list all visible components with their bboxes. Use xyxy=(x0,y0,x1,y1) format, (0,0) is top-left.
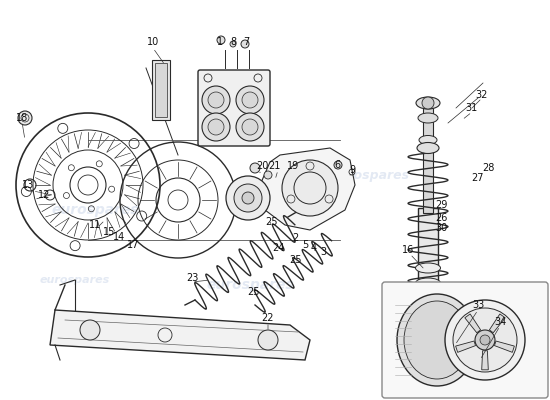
Text: 13: 13 xyxy=(22,180,34,190)
Text: 2: 2 xyxy=(292,233,298,243)
Text: 25: 25 xyxy=(266,217,278,227)
Circle shape xyxy=(258,330,278,350)
Text: 4: 4 xyxy=(311,243,317,253)
Bar xyxy=(423,108,433,213)
Text: eurospares: eurospares xyxy=(40,275,110,285)
Circle shape xyxy=(264,171,272,179)
Text: 18: 18 xyxy=(16,113,28,123)
Circle shape xyxy=(230,41,236,47)
Polygon shape xyxy=(455,341,476,352)
Circle shape xyxy=(445,300,525,380)
Circle shape xyxy=(80,320,100,340)
Text: 12: 12 xyxy=(38,190,50,200)
Circle shape xyxy=(242,192,254,204)
Text: 9: 9 xyxy=(349,165,355,175)
Circle shape xyxy=(475,330,495,350)
FancyBboxPatch shape xyxy=(198,70,270,146)
Text: 5: 5 xyxy=(302,240,308,250)
Text: 20: 20 xyxy=(256,161,268,171)
Text: eurospares: eurospares xyxy=(206,278,294,292)
Text: 8: 8 xyxy=(230,37,236,47)
Polygon shape xyxy=(50,310,310,360)
Text: 21: 21 xyxy=(268,161,280,171)
Text: 15: 15 xyxy=(103,227,115,237)
Text: 22: 22 xyxy=(262,313,274,323)
Polygon shape xyxy=(482,351,488,370)
Bar xyxy=(155,63,167,117)
Circle shape xyxy=(453,308,517,372)
Circle shape xyxy=(202,86,230,114)
Text: 25: 25 xyxy=(289,255,301,265)
Text: eurospares: eurospares xyxy=(51,203,139,217)
Text: 6: 6 xyxy=(334,160,340,170)
Bar xyxy=(418,208,438,308)
Text: 25: 25 xyxy=(247,287,259,297)
Circle shape xyxy=(226,176,270,220)
Circle shape xyxy=(416,316,440,340)
Text: 29: 29 xyxy=(435,200,447,210)
Text: 16: 16 xyxy=(402,245,414,255)
Text: 10: 10 xyxy=(147,37,159,47)
Circle shape xyxy=(480,335,490,345)
Circle shape xyxy=(241,40,249,48)
Text: 1: 1 xyxy=(217,37,223,47)
FancyBboxPatch shape xyxy=(382,282,548,398)
Circle shape xyxy=(242,92,258,108)
Text: 31: 31 xyxy=(465,103,477,113)
Circle shape xyxy=(282,160,338,216)
Circle shape xyxy=(234,184,262,212)
Polygon shape xyxy=(465,314,481,333)
Circle shape xyxy=(242,119,258,135)
Circle shape xyxy=(250,163,260,173)
Ellipse shape xyxy=(415,278,441,288)
Text: 26: 26 xyxy=(435,213,447,223)
Text: 27: 27 xyxy=(472,173,484,183)
Circle shape xyxy=(334,161,342,169)
Ellipse shape xyxy=(416,97,440,109)
Text: 30: 30 xyxy=(435,223,447,233)
Circle shape xyxy=(208,119,224,135)
Text: 28: 28 xyxy=(482,163,494,173)
Circle shape xyxy=(236,86,264,114)
Circle shape xyxy=(236,113,264,141)
Ellipse shape xyxy=(418,113,438,123)
Text: 24: 24 xyxy=(272,243,284,253)
Circle shape xyxy=(217,36,225,44)
Polygon shape xyxy=(490,314,505,333)
Text: 32: 32 xyxy=(476,90,488,100)
Polygon shape xyxy=(494,341,514,352)
Circle shape xyxy=(202,113,230,141)
Text: eurospares: eurospares xyxy=(331,168,410,182)
Text: 11: 11 xyxy=(89,220,101,230)
Text: 14: 14 xyxy=(113,232,125,242)
Circle shape xyxy=(208,92,224,108)
Text: 19: 19 xyxy=(287,161,299,171)
Bar xyxy=(152,60,170,120)
Circle shape xyxy=(422,97,434,109)
Ellipse shape xyxy=(417,142,439,154)
Text: 7: 7 xyxy=(243,37,249,47)
Polygon shape xyxy=(260,148,355,230)
Text: 3: 3 xyxy=(320,247,326,257)
Text: 33: 33 xyxy=(472,300,484,310)
Text: 34: 34 xyxy=(494,317,506,327)
Ellipse shape xyxy=(404,301,470,379)
Circle shape xyxy=(18,111,32,125)
Ellipse shape xyxy=(419,136,437,144)
Circle shape xyxy=(422,322,434,334)
Ellipse shape xyxy=(415,263,441,273)
Text: 17: 17 xyxy=(127,240,139,250)
Text: 23: 23 xyxy=(186,273,198,283)
Ellipse shape xyxy=(397,294,477,386)
